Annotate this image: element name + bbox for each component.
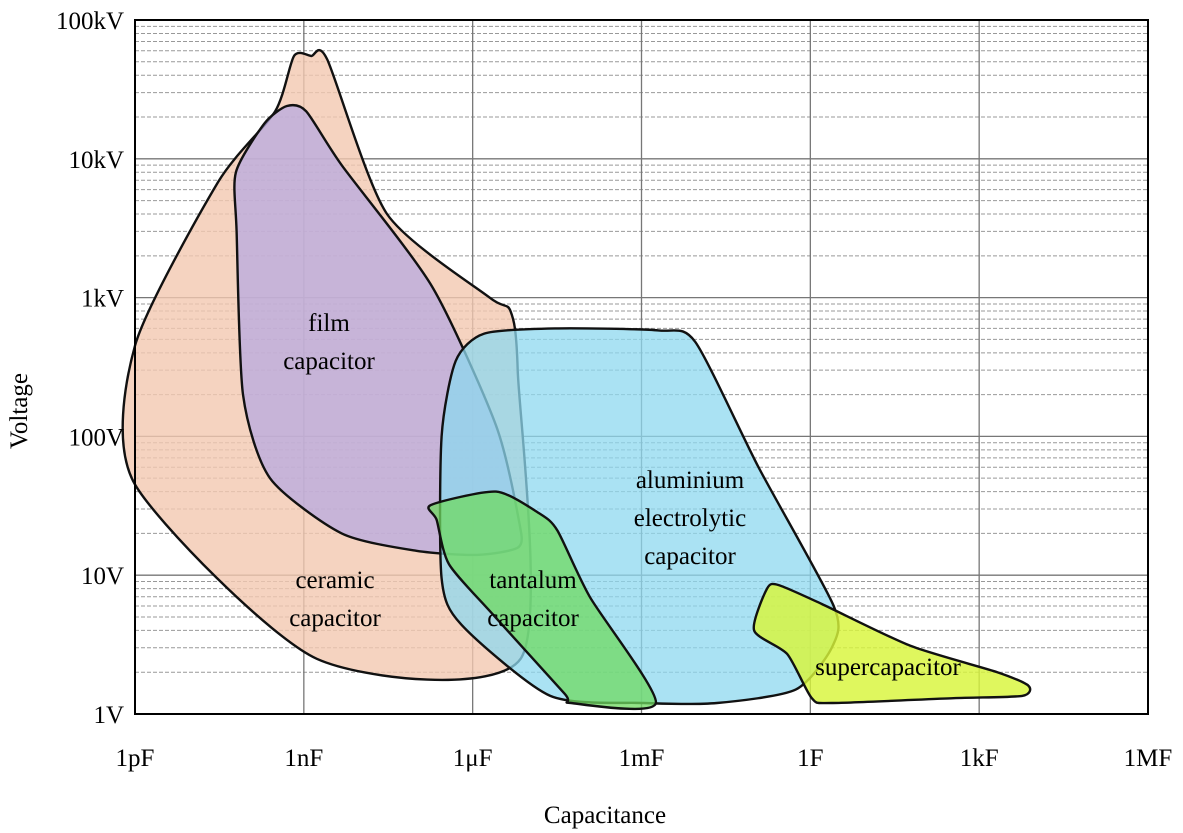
x-tick-labels: 1pF 1nF 1μF 1mF 1F 1kF 1MF [116, 745, 1173, 772]
region-label: capacitor [283, 348, 375, 375]
region-tantalum-capacitor [427, 490, 658, 711]
region-label: supercapacitor [815, 654, 961, 681]
x-tick-label: 1MF [1124, 745, 1173, 772]
x-tick-label: 1pF [116, 745, 155, 772]
y-tick-label: 1V [93, 702, 124, 729]
y-tick-label: 10V [81, 563, 124, 590]
region-label: capacitor [644, 543, 736, 570]
capacitor-regions [121, 48, 1032, 711]
x-tick-label: 1kF [960, 745, 999, 772]
x-tick-label: 1mF [619, 745, 665, 772]
x-tick-label: 1μF [453, 745, 493, 772]
region-label: ceramic [295, 567, 374, 594]
region-label: tantalum [489, 567, 577, 594]
plot-frame [134, 19, 1149, 715]
y-tick-labels: 1V 10V 100V 1kV 10kV 100kV [56, 8, 124, 729]
x-tick-label: 1nF [284, 745, 323, 772]
y-tick-label: 1kV [81, 286, 124, 313]
region-label: capacitor [487, 605, 579, 632]
region-label: film [308, 310, 350, 337]
region-label: capacitor [289, 605, 381, 632]
y-axis-title: Voltage [6, 373, 33, 449]
region-supercapacitor [752, 582, 1032, 705]
y-tick-label: 100kV [56, 8, 124, 35]
x-tick-label: 1F [797, 745, 823, 772]
y-tick-label: 10kV [68, 147, 124, 174]
region-labels: ceramic capacitor film capacitor aluminium el… [283, 310, 961, 681]
region-label: electrolytic [634, 505, 746, 532]
region-label: aluminium [636, 467, 745, 494]
y-tick-label: 100V [68, 424, 124, 451]
x-axis-title: Capacitance [544, 802, 666, 829]
